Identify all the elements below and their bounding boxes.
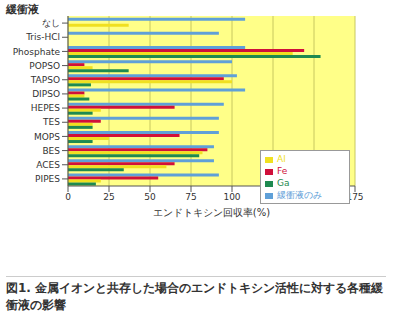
svg-text:0: 0 [65,192,71,202]
svg-text:BES: BES [42,146,60,156]
svg-text:POPSO: POPSO [29,61,60,71]
svg-text:100: 100 [223,192,240,202]
svg-text:Tris-HCl: Tris-HCl [25,32,60,42]
svg-text:Phosphate: Phosphate [13,47,61,57]
svg-text:125: 125 [264,192,281,202]
svg-text:DIPSO: DIPSO [32,89,60,99]
svg-text:TES: TES [42,117,60,127]
svg-text:TAPSO: TAPSO [30,75,60,85]
svg-text:25: 25 [103,192,114,202]
svg-text:HEPES: HEPES [31,103,61,113]
svg-text:50: 50 [144,192,156,202]
svg-text:150: 150 [305,192,322,202]
svg-text:エンドトキシン回収率(%): エンドトキシン回収率(%) [153,207,270,218]
svg-text:MOPS: MOPS [34,132,60,142]
svg-text:175: 175 [346,192,363,202]
svg-text:PIPES: PIPES [35,174,60,184]
svg-text:75: 75 [185,192,196,202]
svg-text:なし: なし [42,18,60,28]
svg-text:ACES: ACES [36,160,60,170]
